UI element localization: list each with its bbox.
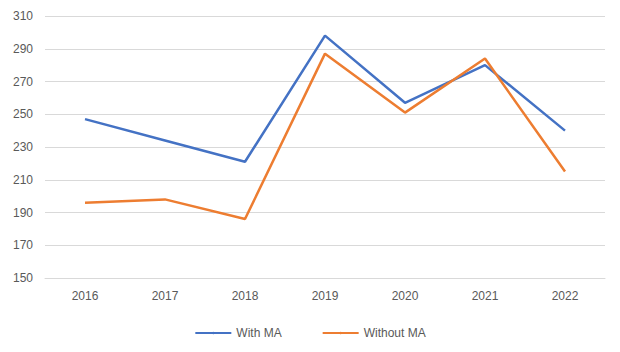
svg-text:150: 150: [13, 271, 33, 285]
svg-text:2021: 2021: [472, 289, 499, 303]
svg-text:170: 170: [13, 238, 33, 252]
svg-text:2018: 2018: [232, 289, 259, 303]
svg-text:190: 190: [13, 206, 33, 220]
svg-text:2016: 2016: [72, 289, 99, 303]
svg-text:With MA: With MA: [236, 326, 281, 340]
svg-text:270: 270: [13, 75, 33, 89]
svg-text:290: 290: [13, 42, 33, 56]
svg-text:Without MA: Without MA: [364, 326, 426, 340]
svg-text:2022: 2022: [552, 289, 579, 303]
svg-text:250: 250: [13, 107, 33, 121]
svg-text:230: 230: [13, 140, 33, 154]
svg-text:2020: 2020: [392, 289, 419, 303]
svg-text:2017: 2017: [152, 289, 179, 303]
svg-text:310: 310: [13, 9, 33, 23]
svg-text:210: 210: [13, 173, 33, 187]
svg-text:2019: 2019: [312, 289, 339, 303]
